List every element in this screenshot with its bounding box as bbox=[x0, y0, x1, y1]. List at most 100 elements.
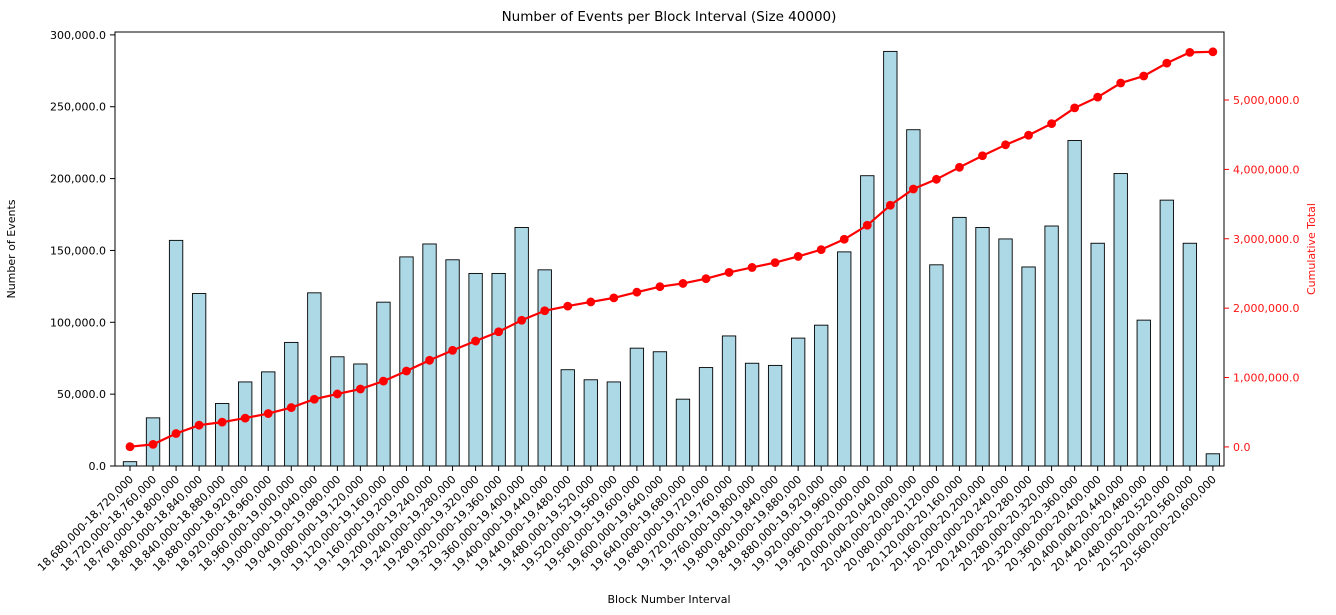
cumulative-point bbox=[885, 200, 895, 210]
y-tick-label-left: 250,000.0 bbox=[50, 101, 106, 114]
cumulative-point bbox=[494, 327, 504, 337]
bar bbox=[422, 243, 437, 467]
cumulative-point bbox=[724, 268, 734, 277]
bar bbox=[122, 461, 138, 467]
y-tick-label-right: 1,000,000.0 bbox=[1233, 372, 1299, 385]
cumulative-point bbox=[978, 151, 987, 161]
bar bbox=[1182, 242, 1197, 467]
cumulative-point bbox=[839, 234, 849, 244]
cumulative-point bbox=[816, 245, 826, 255]
bar bbox=[675, 398, 691, 467]
bar bbox=[1090, 242, 1105, 467]
y-tick-label-left: 150,000.0 bbox=[50, 244, 106, 257]
cumulative-point bbox=[1139, 71, 1149, 81]
bar bbox=[215, 403, 230, 467]
bar bbox=[514, 226, 529, 467]
cumulative-point bbox=[286, 403, 296, 412]
cumulative-point bbox=[448, 345, 457, 355]
bar bbox=[560, 369, 575, 467]
bar bbox=[330, 356, 345, 467]
bar bbox=[767, 364, 783, 467]
cumulative-point bbox=[1162, 58, 1172, 68]
cumulative-point bbox=[1116, 78, 1126, 88]
cumulative-point bbox=[1208, 47, 1218, 57]
bar bbox=[906, 129, 921, 467]
bar bbox=[261, 371, 276, 467]
x-axis-title: Block Number Interval bbox=[607, 593, 730, 606]
bar bbox=[1113, 173, 1128, 467]
bar bbox=[883, 50, 898, 467]
y-tick-label-left: 100,000.0 bbox=[50, 316, 106, 329]
cumulative-point bbox=[1070, 103, 1080, 113]
bar bbox=[1205, 453, 1221, 467]
chart-title: Number of Events per Block Interval (Siz… bbox=[502, 9, 837, 25]
cumulative-point bbox=[425, 355, 434, 365]
bar bbox=[606, 381, 621, 467]
bar bbox=[1021, 266, 1036, 467]
bar bbox=[1044, 225, 1059, 467]
bar bbox=[975, 226, 990, 467]
cumulative-point bbox=[217, 417, 227, 427]
cumulative-point bbox=[517, 315, 527, 325]
y-tick-label-left: 0.0 bbox=[89, 460, 107, 473]
bar bbox=[791, 337, 806, 467]
bar bbox=[814, 324, 829, 467]
cumulative-point bbox=[402, 366, 411, 376]
y-axis-title-right: Cumulative Total bbox=[1305, 203, 1318, 295]
cumulative-point bbox=[932, 174, 941, 184]
bar bbox=[537, 269, 552, 467]
y-tick-label-left: 50,000.0 bbox=[57, 388, 106, 401]
cumulative-point bbox=[148, 439, 158, 449]
cumulative-point bbox=[793, 252, 803, 261]
bar bbox=[837, 251, 852, 467]
y-tick-label-right: 4,000,000.0 bbox=[1233, 163, 1299, 176]
bar bbox=[860, 175, 875, 467]
y-tick-label-right: 0.0 bbox=[1233, 441, 1251, 454]
cumulative-point bbox=[332, 389, 342, 399]
bar bbox=[445, 259, 460, 467]
cumulative-point bbox=[471, 336, 480, 346]
bar bbox=[238, 381, 253, 467]
bar bbox=[1136, 319, 1151, 467]
cumulative-point bbox=[955, 162, 964, 172]
bar bbox=[491, 272, 506, 467]
y-tick-label-right: 5,000,000.0 bbox=[1233, 94, 1299, 107]
bar bbox=[353, 363, 368, 467]
plot-layer: 0.0 50,000.0 100,000.0 150,000.0 200,000.0 25… bbox=[35, 29, 1299, 574]
bar bbox=[191, 293, 207, 467]
y-tick-label-left: 300,000.0 bbox=[50, 29, 106, 42]
bar bbox=[952, 216, 967, 467]
cumulative-point bbox=[1047, 119, 1056, 129]
y-tick-label-right: 2,000,000.0 bbox=[1233, 302, 1299, 315]
bar bbox=[1067, 140, 1082, 467]
cumulative-point bbox=[632, 287, 642, 297]
y-axis-title-left: Number of Events bbox=[5, 199, 18, 298]
bar bbox=[698, 367, 714, 467]
bar bbox=[721, 335, 737, 467]
y-tick-label-right: 3,000,000.0 bbox=[1233, 233, 1299, 246]
cumulative-point bbox=[678, 279, 688, 288]
cumulative-point bbox=[747, 263, 757, 272]
cumulative-point bbox=[194, 420, 204, 430]
cumulative-point bbox=[1001, 140, 1010, 150]
bar bbox=[998, 238, 1013, 467]
bar bbox=[629, 347, 645, 467]
bar bbox=[307, 292, 322, 467]
plot-frame bbox=[114, 31, 1225, 467]
bar bbox=[1159, 199, 1174, 467]
cumulative-point bbox=[908, 184, 918, 194]
cumulative-point bbox=[1185, 47, 1195, 57]
bar bbox=[929, 264, 944, 467]
cumulative-point bbox=[563, 301, 573, 311]
y-tick-label-left: 200,000.0 bbox=[50, 173, 106, 186]
bar bbox=[399, 256, 414, 467]
cumulative-point bbox=[240, 413, 250, 423]
cumulative-point bbox=[609, 293, 619, 303]
bar bbox=[744, 362, 760, 467]
cumulative-point bbox=[770, 258, 780, 267]
cumulative-point bbox=[701, 274, 711, 284]
cumulative-point bbox=[263, 409, 273, 418]
cumulative-point bbox=[655, 282, 665, 292]
